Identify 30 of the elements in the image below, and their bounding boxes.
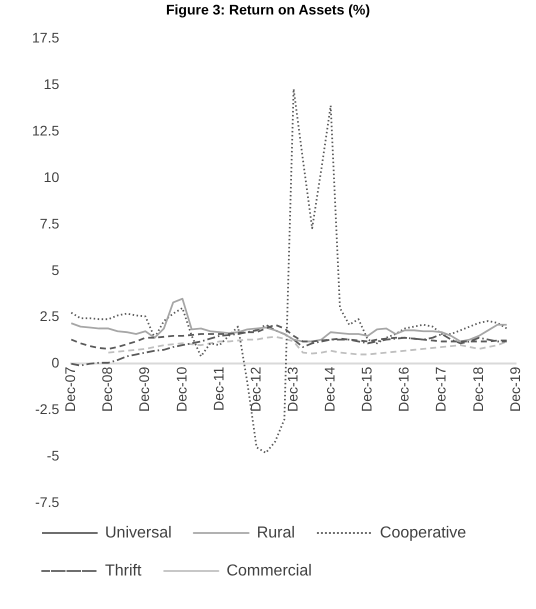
x-tick-label: Dec-11 (210, 366, 226, 411)
legend-label: Commercial (226, 562, 312, 580)
x-tick-label: Dec-17 (432, 366, 449, 412)
y-tick-label: 5 (51, 262, 60, 278)
x-tick-label: Dec-19 (506, 366, 523, 412)
x-tick-label: Dec-16 (396, 366, 412, 412)
y-tick-label: 7.5 (40, 215, 60, 232)
chart-title: Figure 3: Return on Assets (%) (166, 1, 370, 18)
x-tick-label: Dec-09 (136, 366, 152, 412)
legend-label: Thrift (105, 562, 142, 580)
x-tick-label: Dec-15 (358, 366, 375, 412)
x-tick-label: Dec-18 (470, 366, 486, 412)
y-tick-label: 10 (44, 168, 60, 185)
y-tick-label: 12.5 (32, 122, 60, 138)
y-tick-label: -7.5 (35, 494, 60, 510)
y-tick-label: 17.5 (32, 30, 60, 46)
legend-label: Universal (105, 524, 172, 542)
x-tick-label: Dec-12 (247, 366, 264, 412)
y-tick-label: 2.5 (40, 308, 60, 324)
x-tick-label: Dec-07 (62, 366, 78, 412)
x-tick-label: Dec-10 (173, 366, 190, 412)
x-tick-label: Dec-13 (284, 366, 300, 412)
legend-label: Cooperative (380, 524, 466, 542)
y-tick-label: -5 (46, 447, 60, 464)
y-tick-label: 0 (51, 354, 60, 371)
y-tick-label: -2.5 (35, 401, 60, 418)
y-tick-label: 15 (44, 76, 60, 92)
x-tick-label: Dec-14 (322, 366, 338, 412)
x-tick-label: Dec-08 (99, 366, 116, 412)
legend-label: Rural (256, 524, 295, 542)
